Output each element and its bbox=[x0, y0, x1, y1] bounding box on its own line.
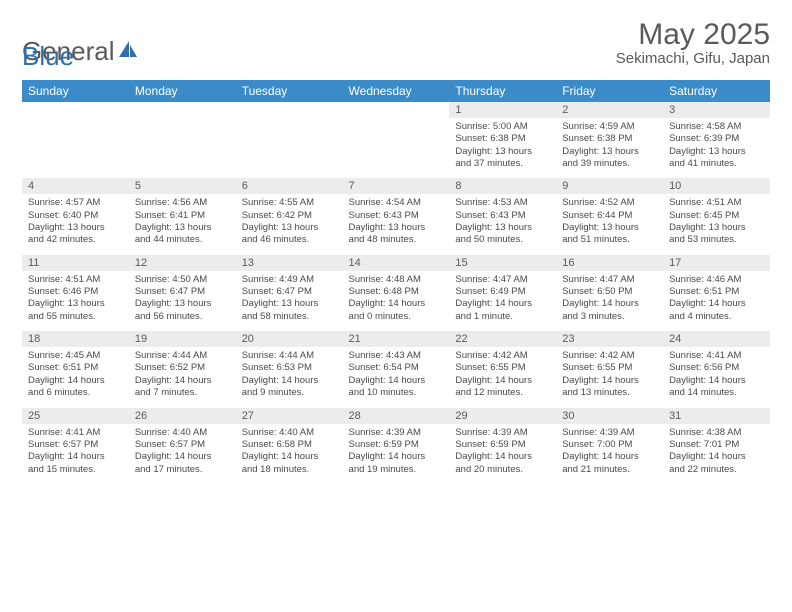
day-data-cell: Sunrise: 4:55 AMSunset: 6:42 PMDaylight:… bbox=[236, 194, 343, 254]
day-data-cell: Sunrise: 4:50 AMSunset: 6:47 PMDaylight:… bbox=[129, 271, 236, 331]
day-data-cell: Sunrise: 4:42 AMSunset: 6:55 PMDaylight:… bbox=[556, 347, 663, 407]
day-data-row: Sunrise: 4:57 AMSunset: 6:40 PMDaylight:… bbox=[22, 194, 770, 254]
day-data-row: Sunrise: 5:00 AMSunset: 6:38 PMDaylight:… bbox=[22, 118, 770, 178]
day-number-row: 123 bbox=[22, 102, 770, 118]
day-number-cell bbox=[343, 102, 450, 118]
day-data-row: Sunrise: 4:45 AMSunset: 6:51 PMDaylight:… bbox=[22, 347, 770, 407]
day-number-cell: 3 bbox=[663, 102, 770, 118]
weekday-header: Wednesday bbox=[343, 80, 450, 102]
day-data-cell bbox=[22, 118, 129, 178]
day-number-cell: 10 bbox=[663, 178, 770, 194]
brand-sail-icon bbox=[117, 39, 139, 64]
day-number-cell bbox=[22, 102, 129, 118]
weekday-header-row: Sunday Monday Tuesday Wednesday Thursday… bbox=[22, 80, 770, 102]
location-subtitle: Sekimachi, Gifu, Japan bbox=[616, 50, 770, 67]
day-number-cell: 29 bbox=[449, 408, 556, 424]
day-number-cell: 19 bbox=[129, 331, 236, 347]
weekday-header: Monday bbox=[129, 80, 236, 102]
day-number-cell: 28 bbox=[343, 408, 450, 424]
day-number-cell: 16 bbox=[556, 255, 663, 271]
day-data-cell: Sunrise: 4:52 AMSunset: 6:44 PMDaylight:… bbox=[556, 194, 663, 254]
title-block: May 2025 Sekimachi, Gifu, Japan bbox=[616, 18, 770, 67]
weekday-header: Thursday bbox=[449, 80, 556, 102]
day-number-row: 11121314151617 bbox=[22, 255, 770, 271]
weekday-header: Saturday bbox=[663, 80, 770, 102]
day-data-cell: Sunrise: 4:47 AMSunset: 6:50 PMDaylight:… bbox=[556, 271, 663, 331]
day-number-cell: 6 bbox=[236, 178, 343, 194]
day-data-cell: Sunrise: 4:57 AMSunset: 6:40 PMDaylight:… bbox=[22, 194, 129, 254]
day-number-row: 45678910 bbox=[22, 178, 770, 194]
day-number-cell bbox=[236, 102, 343, 118]
day-number-cell: 26 bbox=[129, 408, 236, 424]
day-number-cell: 4 bbox=[22, 178, 129, 194]
day-data-cell: Sunrise: 5:00 AMSunset: 6:38 PMDaylight:… bbox=[449, 118, 556, 178]
day-number-cell: 23 bbox=[556, 331, 663, 347]
calendar-body: 123Sunrise: 5:00 AMSunset: 6:38 PMDaylig… bbox=[22, 102, 770, 484]
day-number-cell: 11 bbox=[22, 255, 129, 271]
day-data-cell bbox=[129, 118, 236, 178]
day-number-cell: 31 bbox=[663, 408, 770, 424]
day-number-cell: 18 bbox=[22, 331, 129, 347]
day-number-cell: 15 bbox=[449, 255, 556, 271]
day-data-cell: Sunrise: 4:41 AMSunset: 6:57 PMDaylight:… bbox=[22, 424, 129, 484]
day-number-cell: 2 bbox=[556, 102, 663, 118]
weekday-header: Sunday bbox=[22, 80, 129, 102]
day-number-cell: 21 bbox=[343, 331, 450, 347]
day-number-cell: 25 bbox=[22, 408, 129, 424]
day-number-cell: 17 bbox=[663, 255, 770, 271]
day-data-cell: Sunrise: 4:40 AMSunset: 6:57 PMDaylight:… bbox=[129, 424, 236, 484]
day-data-row: Sunrise: 4:41 AMSunset: 6:57 PMDaylight:… bbox=[22, 424, 770, 484]
day-data-cell: Sunrise: 4:51 AMSunset: 6:46 PMDaylight:… bbox=[22, 271, 129, 331]
day-data-cell: Sunrise: 4:45 AMSunset: 6:51 PMDaylight:… bbox=[22, 347, 129, 407]
day-number-cell: 30 bbox=[556, 408, 663, 424]
day-number-cell: 12 bbox=[129, 255, 236, 271]
day-data-cell bbox=[236, 118, 343, 178]
month-year-title: May 2025 bbox=[616, 18, 770, 52]
day-data-cell: Sunrise: 4:58 AMSunset: 6:39 PMDaylight:… bbox=[663, 118, 770, 178]
day-data-cell: Sunrise: 4:39 AMSunset: 7:00 PMDaylight:… bbox=[556, 424, 663, 484]
calendar-table: Sunday Monday Tuesday Wednesday Thursday… bbox=[22, 80, 770, 484]
day-data-cell: Sunrise: 4:51 AMSunset: 6:45 PMDaylight:… bbox=[663, 194, 770, 254]
calendar-page: General May 2025 Sekimachi, Gifu, Japan … bbox=[0, 0, 792, 502]
day-number-cell: 20 bbox=[236, 331, 343, 347]
day-data-cell: Sunrise: 4:43 AMSunset: 6:54 PMDaylight:… bbox=[343, 347, 450, 407]
day-data-cell: Sunrise: 4:44 AMSunset: 6:52 PMDaylight:… bbox=[129, 347, 236, 407]
day-data-cell bbox=[343, 118, 450, 178]
day-data-row: Sunrise: 4:51 AMSunset: 6:46 PMDaylight:… bbox=[22, 271, 770, 331]
day-number-row: 18192021222324 bbox=[22, 331, 770, 347]
day-data-cell: Sunrise: 4:41 AMSunset: 6:56 PMDaylight:… bbox=[663, 347, 770, 407]
weekday-header: Friday bbox=[556, 80, 663, 102]
day-number-row: 25262728293031 bbox=[22, 408, 770, 424]
day-data-cell: Sunrise: 4:54 AMSunset: 6:43 PMDaylight:… bbox=[343, 194, 450, 254]
day-data-cell: Sunrise: 4:39 AMSunset: 6:59 PMDaylight:… bbox=[449, 424, 556, 484]
day-data-cell: Sunrise: 4:47 AMSunset: 6:49 PMDaylight:… bbox=[449, 271, 556, 331]
day-data-cell: Sunrise: 4:44 AMSunset: 6:53 PMDaylight:… bbox=[236, 347, 343, 407]
day-number-cell: 5 bbox=[129, 178, 236, 194]
day-data-cell: Sunrise: 4:42 AMSunset: 6:55 PMDaylight:… bbox=[449, 347, 556, 407]
day-number-cell: 9 bbox=[556, 178, 663, 194]
day-number-cell: 7 bbox=[343, 178, 450, 194]
day-data-cell: Sunrise: 4:46 AMSunset: 6:51 PMDaylight:… bbox=[663, 271, 770, 331]
day-data-cell: Sunrise: 4:48 AMSunset: 6:48 PMDaylight:… bbox=[343, 271, 450, 331]
day-number-cell: 14 bbox=[343, 255, 450, 271]
brand-text-blue: Blue bbox=[22, 41, 74, 71]
day-number-cell: 8 bbox=[449, 178, 556, 194]
day-number-cell: 22 bbox=[449, 331, 556, 347]
day-data-cell: Sunrise: 4:40 AMSunset: 6:58 PMDaylight:… bbox=[236, 424, 343, 484]
day-data-cell: Sunrise: 4:39 AMSunset: 6:59 PMDaylight:… bbox=[343, 424, 450, 484]
day-number-cell: 27 bbox=[236, 408, 343, 424]
day-number-cell: 13 bbox=[236, 255, 343, 271]
day-number-cell bbox=[129, 102, 236, 118]
day-number-cell: 24 bbox=[663, 331, 770, 347]
day-data-cell: Sunrise: 4:59 AMSunset: 6:38 PMDaylight:… bbox=[556, 118, 663, 178]
day-data-cell: Sunrise: 4:49 AMSunset: 6:47 PMDaylight:… bbox=[236, 271, 343, 331]
day-data-cell: Sunrise: 4:56 AMSunset: 6:41 PMDaylight:… bbox=[129, 194, 236, 254]
day-data-cell: Sunrise: 4:38 AMSunset: 7:01 PMDaylight:… bbox=[663, 424, 770, 484]
day-data-cell: Sunrise: 4:53 AMSunset: 6:43 PMDaylight:… bbox=[449, 194, 556, 254]
day-number-cell: 1 bbox=[449, 102, 556, 118]
weekday-header: Tuesday bbox=[236, 80, 343, 102]
